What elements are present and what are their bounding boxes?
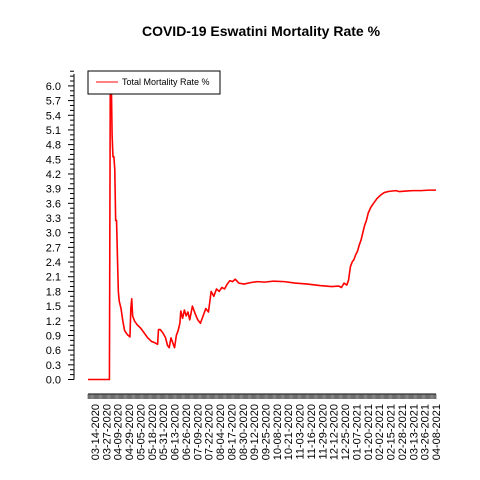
y-tick-label: 3.9 xyxy=(46,184,61,196)
y-tick-label: 0.6 xyxy=(46,345,61,357)
legend-box xyxy=(87,70,221,95)
x-tick-label: 11-16-2020 xyxy=(306,404,318,459)
y-tick-label: 3.6 xyxy=(46,198,61,210)
x-tick-label: 06-26-2020 xyxy=(181,404,193,460)
y-tick-label: 3.3 xyxy=(46,213,61,225)
y-tick-label: 0.9 xyxy=(46,330,61,342)
x-tick-label: 12-12-2020 xyxy=(329,404,341,460)
x-tick-label: 11-29-2020 xyxy=(317,404,329,459)
x-tick-label: 01-20-2021 xyxy=(363,404,375,460)
x-tick-label: 08-17-2020 xyxy=(226,404,238,460)
x-tick-label: 08-30-2020 xyxy=(238,404,250,460)
y-tick-label: 4.5 xyxy=(46,154,61,166)
y-tick-label: 0.3 xyxy=(46,360,61,372)
y-tick-label: 1.8 xyxy=(46,286,61,298)
x-tick-label: 10-08-2020 xyxy=(272,404,284,460)
x-tick-label: 05-31-2020 xyxy=(158,404,170,460)
y-tick-label: 0.0 xyxy=(46,375,61,387)
x-tick-label: 04-09-2020 xyxy=(113,404,125,460)
x-tick-label: 04-08-2021 xyxy=(431,404,443,460)
x-tick-label: 03-27-2020 xyxy=(101,404,113,460)
chart-title: COVID-19 Eswatini Mortality Rate % xyxy=(142,23,381,39)
y-tick-label: 2.7 xyxy=(46,242,61,254)
x-tick-label: 04-29-2020 xyxy=(124,404,136,460)
y-tick-label: 1.2 xyxy=(46,316,61,328)
x-tick-label: 07-22-2020 xyxy=(204,404,216,460)
x-tick-label: 05-18-2020 xyxy=(147,404,159,460)
x-tick-label: 07-09-2020 xyxy=(192,404,204,460)
x-tick-label: 11-03-2020 xyxy=(295,404,307,459)
y-tick-label: 4.2 xyxy=(46,169,61,181)
x-tick-label: 12-25-2020 xyxy=(340,404,352,460)
x-tick-label: 03-13-2021 xyxy=(408,404,420,460)
x-tick-label: 02-15-2021 xyxy=(386,404,398,460)
plot-area xyxy=(88,72,436,381)
y-tick-label: 4.8 xyxy=(46,140,61,152)
x-tick-label: 08-04-2020 xyxy=(215,404,227,460)
y-tick-label: 5.4 xyxy=(46,110,61,122)
x-tick-label: 05-05-2020 xyxy=(135,404,147,460)
y-axis: 0.0 0.3 0.6 0.9 1.2 1.5 1.8 2.1 2.4 2.7 3.0 3.3 3.6 3… xyxy=(46,70,75,387)
x-tick-label: 01-07-2021 xyxy=(351,404,363,460)
x-tick-label: 03-26-2021 xyxy=(420,404,432,460)
y-tick-label: 5.1 xyxy=(46,125,61,137)
x-tick-label: 02-02-2021 xyxy=(374,404,386,460)
x-axis: 03-14-2020 03-27-2020 04-09-2020 04-29-2020… xyxy=(87,393,443,460)
y-tick-label: 6.0 xyxy=(46,81,61,93)
legend-entry: Total Mortality Rate % xyxy=(122,77,210,87)
x-tick-label: 10-21-2020 xyxy=(283,404,295,460)
x-tick-label: 09-12-2020 xyxy=(249,404,261,460)
y-tick-label: 2.4 xyxy=(46,257,61,269)
y-tick-label: 5.7 xyxy=(46,96,61,108)
series-line xyxy=(88,72,436,381)
x-tick-label: 02-28-2021 xyxy=(397,404,409,460)
x-tick-label: 06-13-2020 xyxy=(170,404,182,460)
y-tick-label: 3.0 xyxy=(46,228,61,240)
x-tick-label: 09-25-2020 xyxy=(261,404,273,460)
y-tick-label: 1.5 xyxy=(46,301,61,313)
x-tick-label: 03-14-2020 xyxy=(90,404,102,460)
legend: Total Mortality Rate % xyxy=(87,70,221,95)
y-tick-label: 2.1 xyxy=(46,272,61,284)
